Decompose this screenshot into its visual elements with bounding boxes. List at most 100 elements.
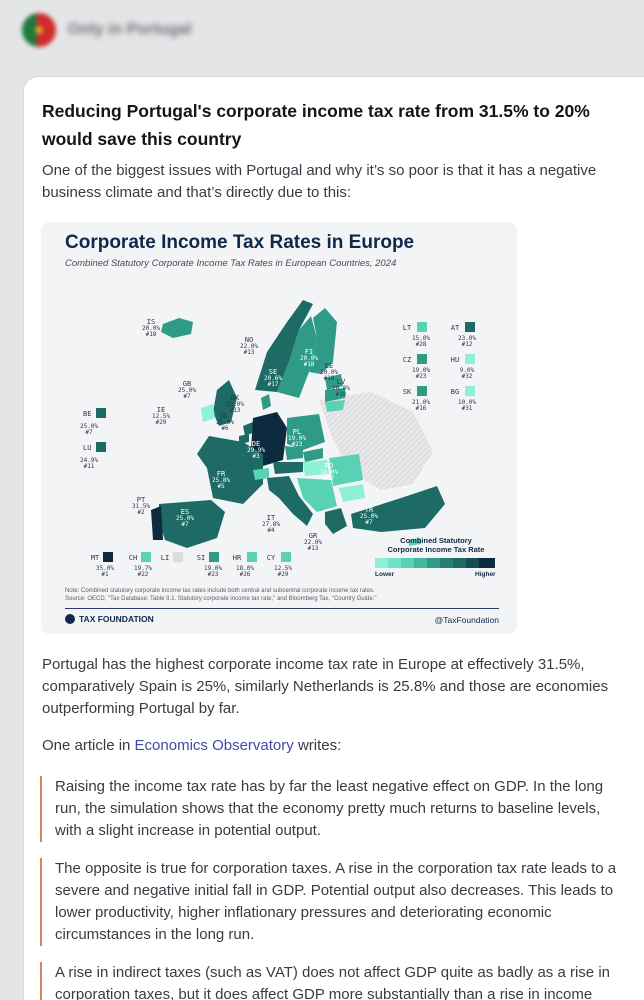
tax-foundation-logo: TAX FOUNDATION xyxy=(65,614,154,624)
svg-text:15.0%: 15.0% xyxy=(412,335,430,342)
map-country-se xyxy=(277,316,317,398)
map-country-it xyxy=(267,476,313,526)
svg-text:ES: ES xyxy=(181,508,189,516)
svg-text:#13: #13 xyxy=(244,349,255,356)
svg-text:#7: #7 xyxy=(181,521,189,528)
svg-text:#17: #17 xyxy=(268,381,279,388)
map-country-no xyxy=(255,300,313,392)
legend-low: Lower xyxy=(375,571,395,578)
svg-text:NO: NO xyxy=(245,336,253,344)
svg-text:#31: #31 xyxy=(462,405,473,412)
map-country-fr xyxy=(197,436,263,504)
svg-text:20.0%: 20.0% xyxy=(300,355,318,362)
svg-text:CY: CY xyxy=(267,554,276,562)
svg-text:20.0%: 20.0% xyxy=(332,385,350,392)
community-name[interactable]: Only in Portugal xyxy=(68,21,192,38)
svg-text:LV: LV xyxy=(337,378,346,386)
tax-foundation-logo-icon xyxy=(65,614,75,624)
svg-text:SI: SI xyxy=(197,554,205,562)
svg-text:#7: #7 xyxy=(365,519,373,526)
svg-text:#12: #12 xyxy=(462,341,473,348)
map-country-pl xyxy=(287,414,325,450)
portugal-flag-icon xyxy=(22,13,56,47)
map-country-lt xyxy=(325,400,345,412)
svg-text:EE: EE xyxy=(325,362,333,370)
svg-text:12.5%: 12.5% xyxy=(274,565,292,572)
svg-text:#4: #4 xyxy=(267,527,275,534)
svg-text:#22: #22 xyxy=(138,571,149,578)
svg-text:#16: #16 xyxy=(416,405,427,412)
svg-text:25.8%: 25.8% xyxy=(212,477,230,484)
svg-text:RO: RO xyxy=(325,462,333,470)
svg-text:29.9%: 29.9% xyxy=(247,447,265,454)
community-header[interactable]: Only in Portugal xyxy=(0,0,644,60)
map-country-ie xyxy=(201,404,215,422)
svg-text:25.0%: 25.0% xyxy=(178,387,196,394)
svg-text:25.0%: 25.0% xyxy=(360,513,378,520)
svg-text:#29: #29 xyxy=(278,571,289,578)
infographic-divider xyxy=(65,608,499,609)
map-country-is xyxy=(161,318,193,338)
svg-text:LT: LT xyxy=(403,324,412,332)
legend-high: Higher xyxy=(475,571,496,578)
svg-text:25.8%: 25.8% xyxy=(216,419,234,426)
svg-text:31.5%: 31.5% xyxy=(132,503,150,510)
post-title[interactable]: Reducing Portugal's corporate income tax… xyxy=(42,101,590,149)
infographic-subtitle: Combined Statutory Corporate Income Tax … xyxy=(65,258,397,269)
svg-text:IT: IT xyxy=(267,514,276,522)
svg-text:20.0%: 20.0% xyxy=(320,369,338,376)
map-country-balkans xyxy=(297,478,337,512)
svg-text:CZ: CZ xyxy=(403,356,411,364)
svg-text:LU: LU xyxy=(83,444,91,452)
svg-text:#3: #3 xyxy=(252,453,260,460)
svg-text:25.0%: 25.0% xyxy=(176,515,194,522)
twitter-handle: @TaxFoundation xyxy=(434,615,499,625)
svg-text:#23: #23 xyxy=(416,373,427,380)
swatches-bottom: MT 35.0%#1 CH 19.7%#22 LI SI 19.0%#23 HR 18.… xyxy=(91,552,292,578)
svg-text:SK: SK xyxy=(403,388,412,396)
svg-text:35.0%: 35.0% xyxy=(96,565,114,572)
svg-text:23.0%: 23.0% xyxy=(458,335,476,342)
map-country-cy xyxy=(409,538,421,546)
svg-text:SE: SE xyxy=(269,368,277,376)
svg-text:DE: DE xyxy=(252,440,260,448)
svg-text:16.0%: 16.0% xyxy=(320,469,338,476)
svg-text:LI: LI xyxy=(161,554,169,562)
svg-text:IS: IS xyxy=(147,318,155,326)
svg-text:HR: HR xyxy=(233,554,242,562)
tax-rates-infographic[interactable]: IS 20.0% #18 NO 22.0% #13 FI 20.0% #18 SE 20.6%… xyxy=(41,222,517,634)
infographic-note: Note: Combined statutory corporate incom… xyxy=(65,588,377,602)
svg-text:22.0%: 22.0% xyxy=(304,539,322,546)
blockquote-3: A rise in indirect taxes (such as VAT) d… xyxy=(40,962,620,1000)
map-country-gb xyxy=(213,380,237,426)
svg-text:24.9%: 24.9% xyxy=(80,457,98,464)
svg-text:#7: #7 xyxy=(183,393,191,400)
map-country-pt xyxy=(151,506,163,540)
svg-text:GR: GR xyxy=(309,532,318,540)
svg-text:22.0%: 22.0% xyxy=(226,401,244,408)
map-country-lv xyxy=(325,388,345,402)
svg-text:#28: #28 xyxy=(416,341,427,348)
map-country-gr xyxy=(325,508,347,534)
blockquote-1: Raising the income tax rate has by far t… xyxy=(40,776,620,842)
svg-text:FI: FI xyxy=(305,348,313,356)
post-paragraph-3: One article in Economics Observatory wri… xyxy=(42,737,342,754)
map-country-hu xyxy=(303,460,329,476)
svg-text:FR: FR xyxy=(217,470,226,478)
svg-text:10.0%: 10.0% xyxy=(458,399,476,406)
svg-text:#6: #6 xyxy=(221,425,229,432)
svg-text:21.0%: 21.0% xyxy=(412,399,430,406)
svg-text:HU: HU xyxy=(451,356,459,364)
svg-text:CH: CH xyxy=(129,554,137,562)
svg-text:#23: #23 xyxy=(208,571,219,578)
post-paragraph-2: Portugal has the highest corporate incom… xyxy=(42,656,609,717)
svg-text:#13: #13 xyxy=(230,407,241,414)
svg-text:#18: #18 xyxy=(304,361,315,368)
svg-text:12.5%: 12.5% xyxy=(152,413,170,420)
svg-text:#2: #2 xyxy=(137,509,145,516)
economics-observatory-link[interactable]: Economics Observatory xyxy=(134,737,294,754)
svg-text:#32: #32 xyxy=(462,373,473,380)
